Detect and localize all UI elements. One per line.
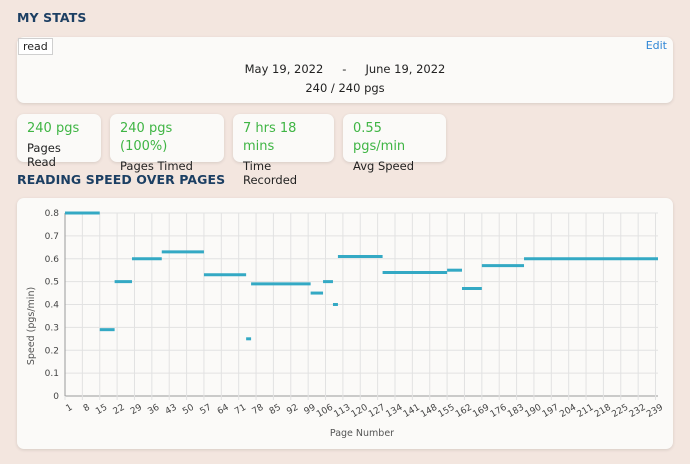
x-tick-label: 29 [129, 403, 144, 418]
x-tick-label: 239 [645, 403, 665, 420]
stat-value: 240 pgs [27, 121, 80, 136]
y-tick-label: 0.8 [45, 209, 60, 219]
x-axis-label: Page Number [330, 428, 394, 439]
y-tick-label: 0.5 [45, 278, 59, 288]
date-separator: - [342, 62, 347, 76]
y-tick-label: 0.7 [45, 232, 59, 242]
y-axis-ticks: 0 0.1 0.2 0.3 0.4 0.5 0.6 0.7 0.8 [45, 209, 60, 402]
stat-label: Time Recorded [243, 159, 298, 187]
y-tick-label: 0.1 [45, 369, 59, 379]
stat-card-pages-read: 240 pgs Pages Read [17, 114, 101, 169]
y-tick-label: 0 [53, 392, 59, 402]
end-date: June 19, 2022 [365, 62, 446, 76]
speed-chart: 0 0.1 0.2 0.3 0.4 0.5 0.6 0.7 0.8 1 8 15 22 29 36 43 50… [26, 209, 665, 439]
x-tick-label: 85 [268, 403, 283, 417]
chart-card: 0 0.1 0.2 0.3 0.4 0.5 0.6 0.7 0.8 1 8 15 22 29 36 43 50… [17, 198, 673, 449]
stat-card-pages-timed: 240 pgs (100%) Pages Timed [110, 114, 224, 173]
session-card: read Edit May 19, 2022 - June 19, 2022 2… [17, 37, 673, 103]
x-tick-label: 22 [112, 403, 127, 417]
x-tick-label: 78 [251, 403, 266, 418]
x-tick-label: 1 [64, 403, 74, 415]
my-stats-title: MY STATS [17, 10, 87, 25]
y-axis-label: Speed (pgs/min) [26, 287, 37, 365]
x-tick-label: 15 [94, 403, 109, 417]
y-tick-label: 0.3 [45, 323, 59, 333]
stat-label: Avg Speed [353, 159, 415, 173]
x-axis-ticks: 1 8 15 22 29 36 43 50 57 64 71 78 85 92 99106113120127… [64, 403, 665, 420]
x-tick-label: 36 [146, 403, 161, 418]
stat-label: Pages Read [27, 141, 61, 169]
chart-grid [64, 212, 658, 400]
x-tick-label: 8 [82, 403, 92, 415]
x-tick-label: 57 [198, 403, 213, 417]
stat-card-avg-speed: 0.55 pgs/min Avg Speed [343, 114, 446, 173]
pages-progress: 240 / 240 pgs [305, 81, 385, 95]
x-tick-label: 92 [285, 403, 300, 417]
y-tick-label: 0.6 [45, 255, 60, 265]
x-tick-label: 43 [164, 403, 179, 417]
x-tick-label: 64 [216, 403, 231, 418]
chart-section-title: READING SPEED OVER PAGES [17, 172, 226, 187]
edit-link[interactable]: Edit [645, 39, 667, 52]
status-badge: read [18, 38, 53, 55]
stat-label: Pages Timed [120, 159, 193, 173]
date-range: May 19, 2022 - June 19, 2022 [17, 62, 673, 76]
x-tick-label: 71 [233, 403, 248, 417]
stat-value: 7 hrs 18 mins [243, 121, 297, 154]
y-tick-label: 0.4 [45, 301, 60, 311]
series-lines [65, 211, 658, 341]
x-tick-label: 99 [303, 403, 318, 418]
start-date: May 19, 2022 [244, 62, 324, 76]
stat-value: 0.55 pgs/min [353, 121, 406, 154]
stat-card-time-recorded: 7 hrs 18 mins Time Recorded [233, 114, 334, 187]
y-tick-label: 0.2 [45, 346, 59, 356]
x-tick-label: 50 [181, 403, 196, 418]
stat-value: 240 pgs (100%) [120, 121, 173, 154]
